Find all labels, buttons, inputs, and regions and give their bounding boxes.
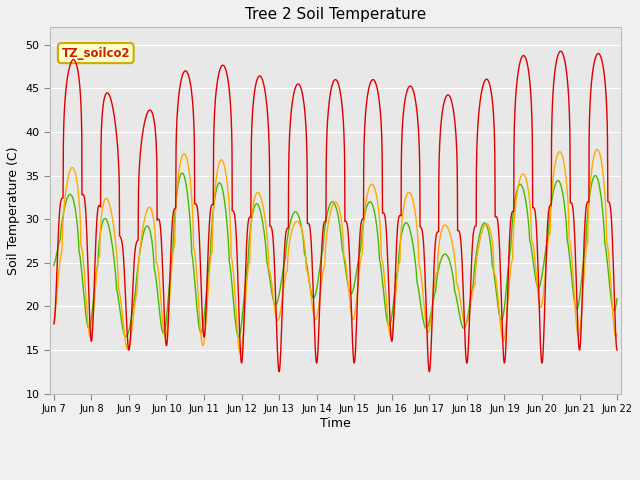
Y-axis label: Soil Temperature (C): Soil Temperature (C) bbox=[7, 146, 20, 275]
X-axis label: Time: Time bbox=[320, 417, 351, 430]
Text: TZ_soilco2: TZ_soilco2 bbox=[61, 47, 130, 60]
Title: Tree 2 Soil Temperature: Tree 2 Soil Temperature bbox=[245, 7, 426, 22]
